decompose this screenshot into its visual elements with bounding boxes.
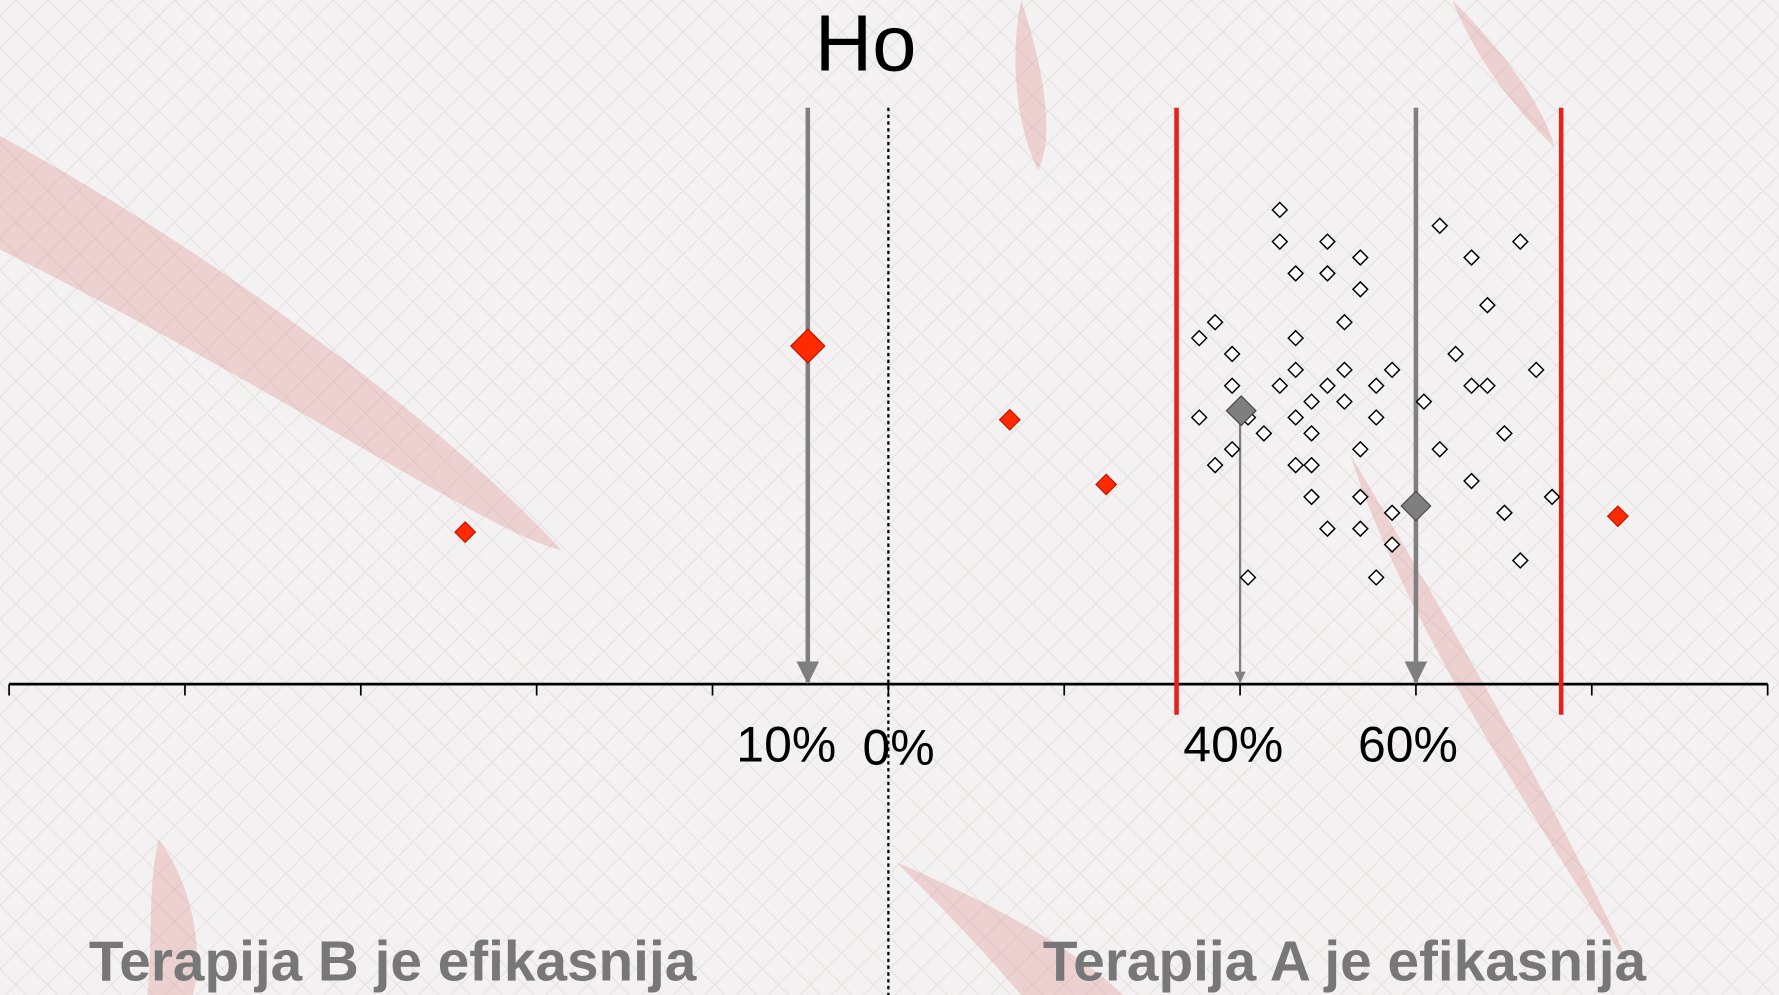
study-marker xyxy=(1431,217,1449,235)
estimate-marker xyxy=(1225,395,1257,427)
study-marker xyxy=(1319,520,1336,538)
outlier-marker xyxy=(454,521,477,544)
study-marker xyxy=(1415,393,1433,411)
axis-label: 60% xyxy=(1358,716,1458,772)
study-marker xyxy=(1463,472,1480,490)
bottom-label: Terapija A je efikasnija xyxy=(1043,930,1647,993)
study-marker xyxy=(1287,456,1305,474)
study-marker xyxy=(1271,201,1289,219)
study-marker xyxy=(1303,424,1320,442)
study-marker xyxy=(1336,361,1353,379)
study-marker xyxy=(1287,329,1305,347)
axis-label: 40% xyxy=(1183,716,1283,772)
decor xyxy=(0,0,1634,995)
axis-label: 10% xyxy=(736,716,836,772)
study-marker xyxy=(1206,456,1224,474)
study-marker xyxy=(1463,249,1480,266)
study-marker xyxy=(1478,296,1496,314)
study-marker xyxy=(1287,361,1305,379)
study-marker xyxy=(1463,377,1480,395)
study-marker xyxy=(1239,569,1257,586)
study-marker xyxy=(1255,424,1273,442)
study-marker xyxy=(1367,377,1385,395)
study-marker xyxy=(1223,440,1241,458)
study-marker xyxy=(1303,488,1320,506)
study-marker xyxy=(1271,233,1289,251)
study-marker xyxy=(1206,313,1224,331)
study-marker xyxy=(1190,409,1208,426)
study-marker xyxy=(1351,249,1369,266)
study-marker xyxy=(1383,361,1401,379)
study-marker xyxy=(1351,440,1369,458)
study-marker xyxy=(1527,361,1545,379)
study-marker xyxy=(1223,345,1241,363)
study-marker xyxy=(1287,265,1305,282)
outlier-marker xyxy=(1606,505,1629,528)
study-marker xyxy=(1303,456,1320,474)
study-marker xyxy=(1223,377,1241,395)
study-marker xyxy=(1511,552,1529,569)
study-marker xyxy=(1351,488,1369,506)
study-marker xyxy=(1319,377,1336,395)
study-marker xyxy=(1367,569,1385,586)
study-marker xyxy=(1431,440,1449,458)
study-marker xyxy=(1447,345,1465,363)
study-marker xyxy=(1351,280,1369,298)
study-marker xyxy=(1336,313,1353,331)
study-marker xyxy=(1319,233,1336,251)
study-marker xyxy=(1319,265,1336,282)
study-marker xyxy=(1496,504,1513,522)
study-marker xyxy=(1511,233,1529,251)
study-marker xyxy=(1336,393,1353,411)
study-marker xyxy=(1543,488,1561,506)
study-marker xyxy=(1383,536,1401,554)
points xyxy=(454,201,1629,586)
study-marker xyxy=(1496,424,1513,442)
study-marker xyxy=(1478,377,1496,395)
highlight-marker xyxy=(789,328,826,364)
study-marker xyxy=(1367,409,1385,426)
study-marker xyxy=(1383,504,1401,522)
study-marker xyxy=(1351,520,1369,538)
estimate-marker xyxy=(1400,490,1432,522)
outlier-marker xyxy=(1095,473,1118,496)
study-marker xyxy=(1287,409,1305,426)
study-marker xyxy=(1271,377,1289,395)
bottom-label: Terapija B je efikasnija xyxy=(89,930,697,993)
outlier-marker xyxy=(998,408,1021,431)
title: Ho xyxy=(815,0,917,87)
axis-label: 0% xyxy=(863,720,935,776)
study-marker xyxy=(1190,329,1208,347)
study-marker xyxy=(1303,393,1320,411)
